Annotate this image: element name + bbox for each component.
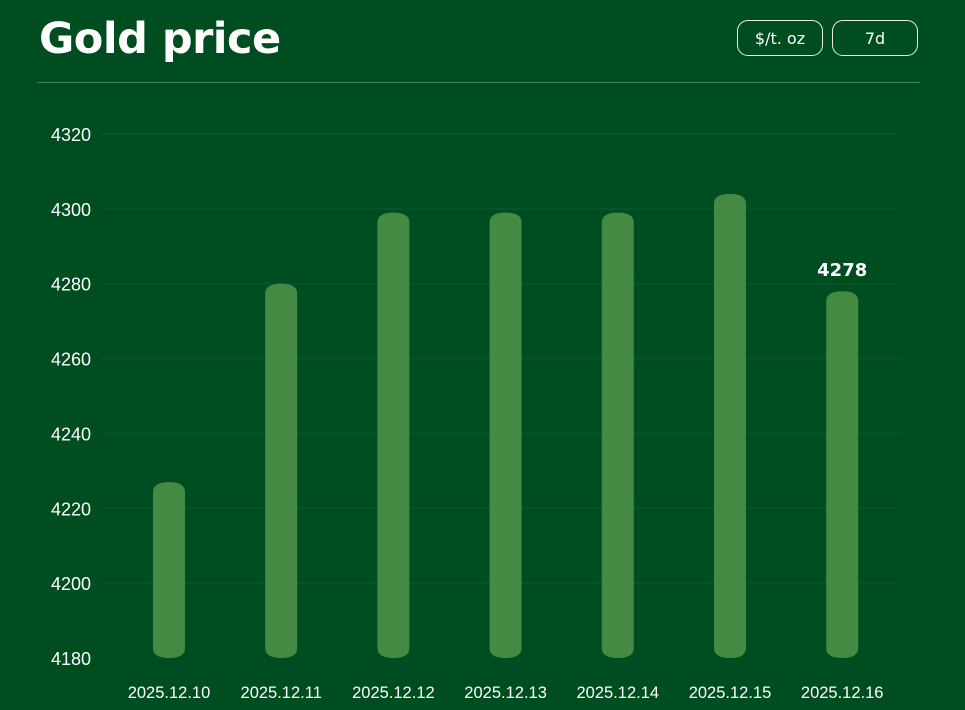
x-tick-label: 2025.12.11 bbox=[241, 684, 322, 702]
y-tick-label: 4280 bbox=[51, 275, 91, 295]
y-axis-ticks: 4180 4200 4220 4240 4260 4280 4300 4320 bbox=[51, 125, 91, 669]
x-tick-label: 2025.12.16 bbox=[801, 684, 884, 702]
x-tick-label: 2025.12.14 bbox=[577, 684, 660, 702]
time-range-button[interactable]: 7d bbox=[832, 20, 918, 56]
bar-2025.12.14[interactable] bbox=[601, 212, 634, 658]
y-tick-label: 4300 bbox=[51, 200, 91, 220]
bar-2025.12.13[interactable] bbox=[489, 212, 522, 658]
page-title: Gold price bbox=[39, 14, 281, 64]
bar-2025.12.11[interactable] bbox=[265, 283, 298, 658]
bars bbox=[153, 193, 859, 658]
bar-2025.12.15[interactable] bbox=[714, 193, 746, 658]
x-axis-ticks: 2025.12.10 2025.12.11 2025.12.12 2025.12.13… bbox=[128, 684, 884, 702]
data-labels: 4278 bbox=[817, 260, 867, 281]
bar-2025.12.12[interactable] bbox=[377, 212, 410, 658]
bar-2025.12.10[interactable] bbox=[153, 482, 185, 658]
x-tick-label: 2025.12.10 bbox=[128, 684, 211, 702]
y-tick-label: 4200 bbox=[51, 574, 91, 594]
y-tick-label: 4240 bbox=[51, 424, 91, 444]
y-tick-label: 4180 bbox=[51, 649, 91, 669]
y-tick-label: 4260 bbox=[51, 350, 91, 370]
x-tick-label: 2025.12.12 bbox=[352, 684, 435, 702]
bar-2025.12.16[interactable] bbox=[826, 291, 859, 658]
data-label: 4278 bbox=[817, 260, 867, 281]
y-tick-label: 4320 bbox=[51, 125, 91, 145]
unit-selector-button[interactable]: $/t. oz bbox=[737, 20, 823, 56]
x-tick-label: 2025.12.15 bbox=[689, 684, 772, 702]
x-tick-label: 2025.12.13 bbox=[464, 684, 547, 702]
header-divider bbox=[37, 82, 920, 83]
y-tick-label: 4220 bbox=[51, 499, 91, 519]
